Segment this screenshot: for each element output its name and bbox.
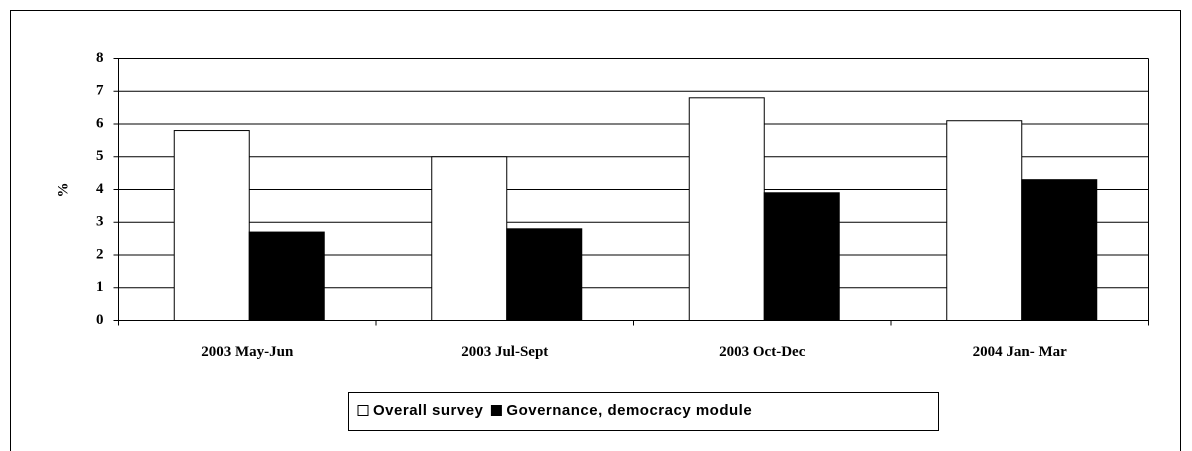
- bar: [506, 228, 583, 321]
- y-tick-label: 2: [96, 246, 104, 262]
- y-tick-label: 7: [96, 83, 104, 99]
- legend-swatch: [357, 405, 369, 416]
- x-tick-label: 2003 Oct-Dec: [719, 344, 806, 360]
- bar: [688, 97, 765, 321]
- bar: [248, 231, 325, 321]
- y-tick-label: 4: [96, 181, 104, 197]
- bar: [431, 156, 508, 321]
- legend-box: [348, 392, 939, 431]
- y-tick-label: 6: [96, 115, 104, 131]
- y-tick-label: 0: [96, 312, 104, 328]
- x-tick-label: 2003 May-Jun: [201, 344, 294, 360]
- legend-label: Overall survey: [373, 402, 484, 419]
- x-tick-label: 2003 Jul-Sept: [461, 344, 548, 360]
- y-tick-label: 3: [96, 214, 104, 230]
- y-tick-label: 1: [96, 279, 104, 295]
- y-axis-label: %: [55, 183, 71, 198]
- y-tick-label: 5: [96, 148, 104, 164]
- bar: [763, 192, 840, 321]
- legend-label: Governance, democracy module: [506, 402, 752, 419]
- bar: [1021, 179, 1098, 321]
- y-tick-label: 8: [96, 50, 104, 66]
- legend-swatch: [490, 405, 502, 416]
- x-tick-label: 2004 Jan- Mar: [973, 344, 1067, 360]
- bar: [946, 120, 1023, 321]
- chart-frame: [10, 10, 1181, 451]
- bar: [173, 130, 250, 321]
